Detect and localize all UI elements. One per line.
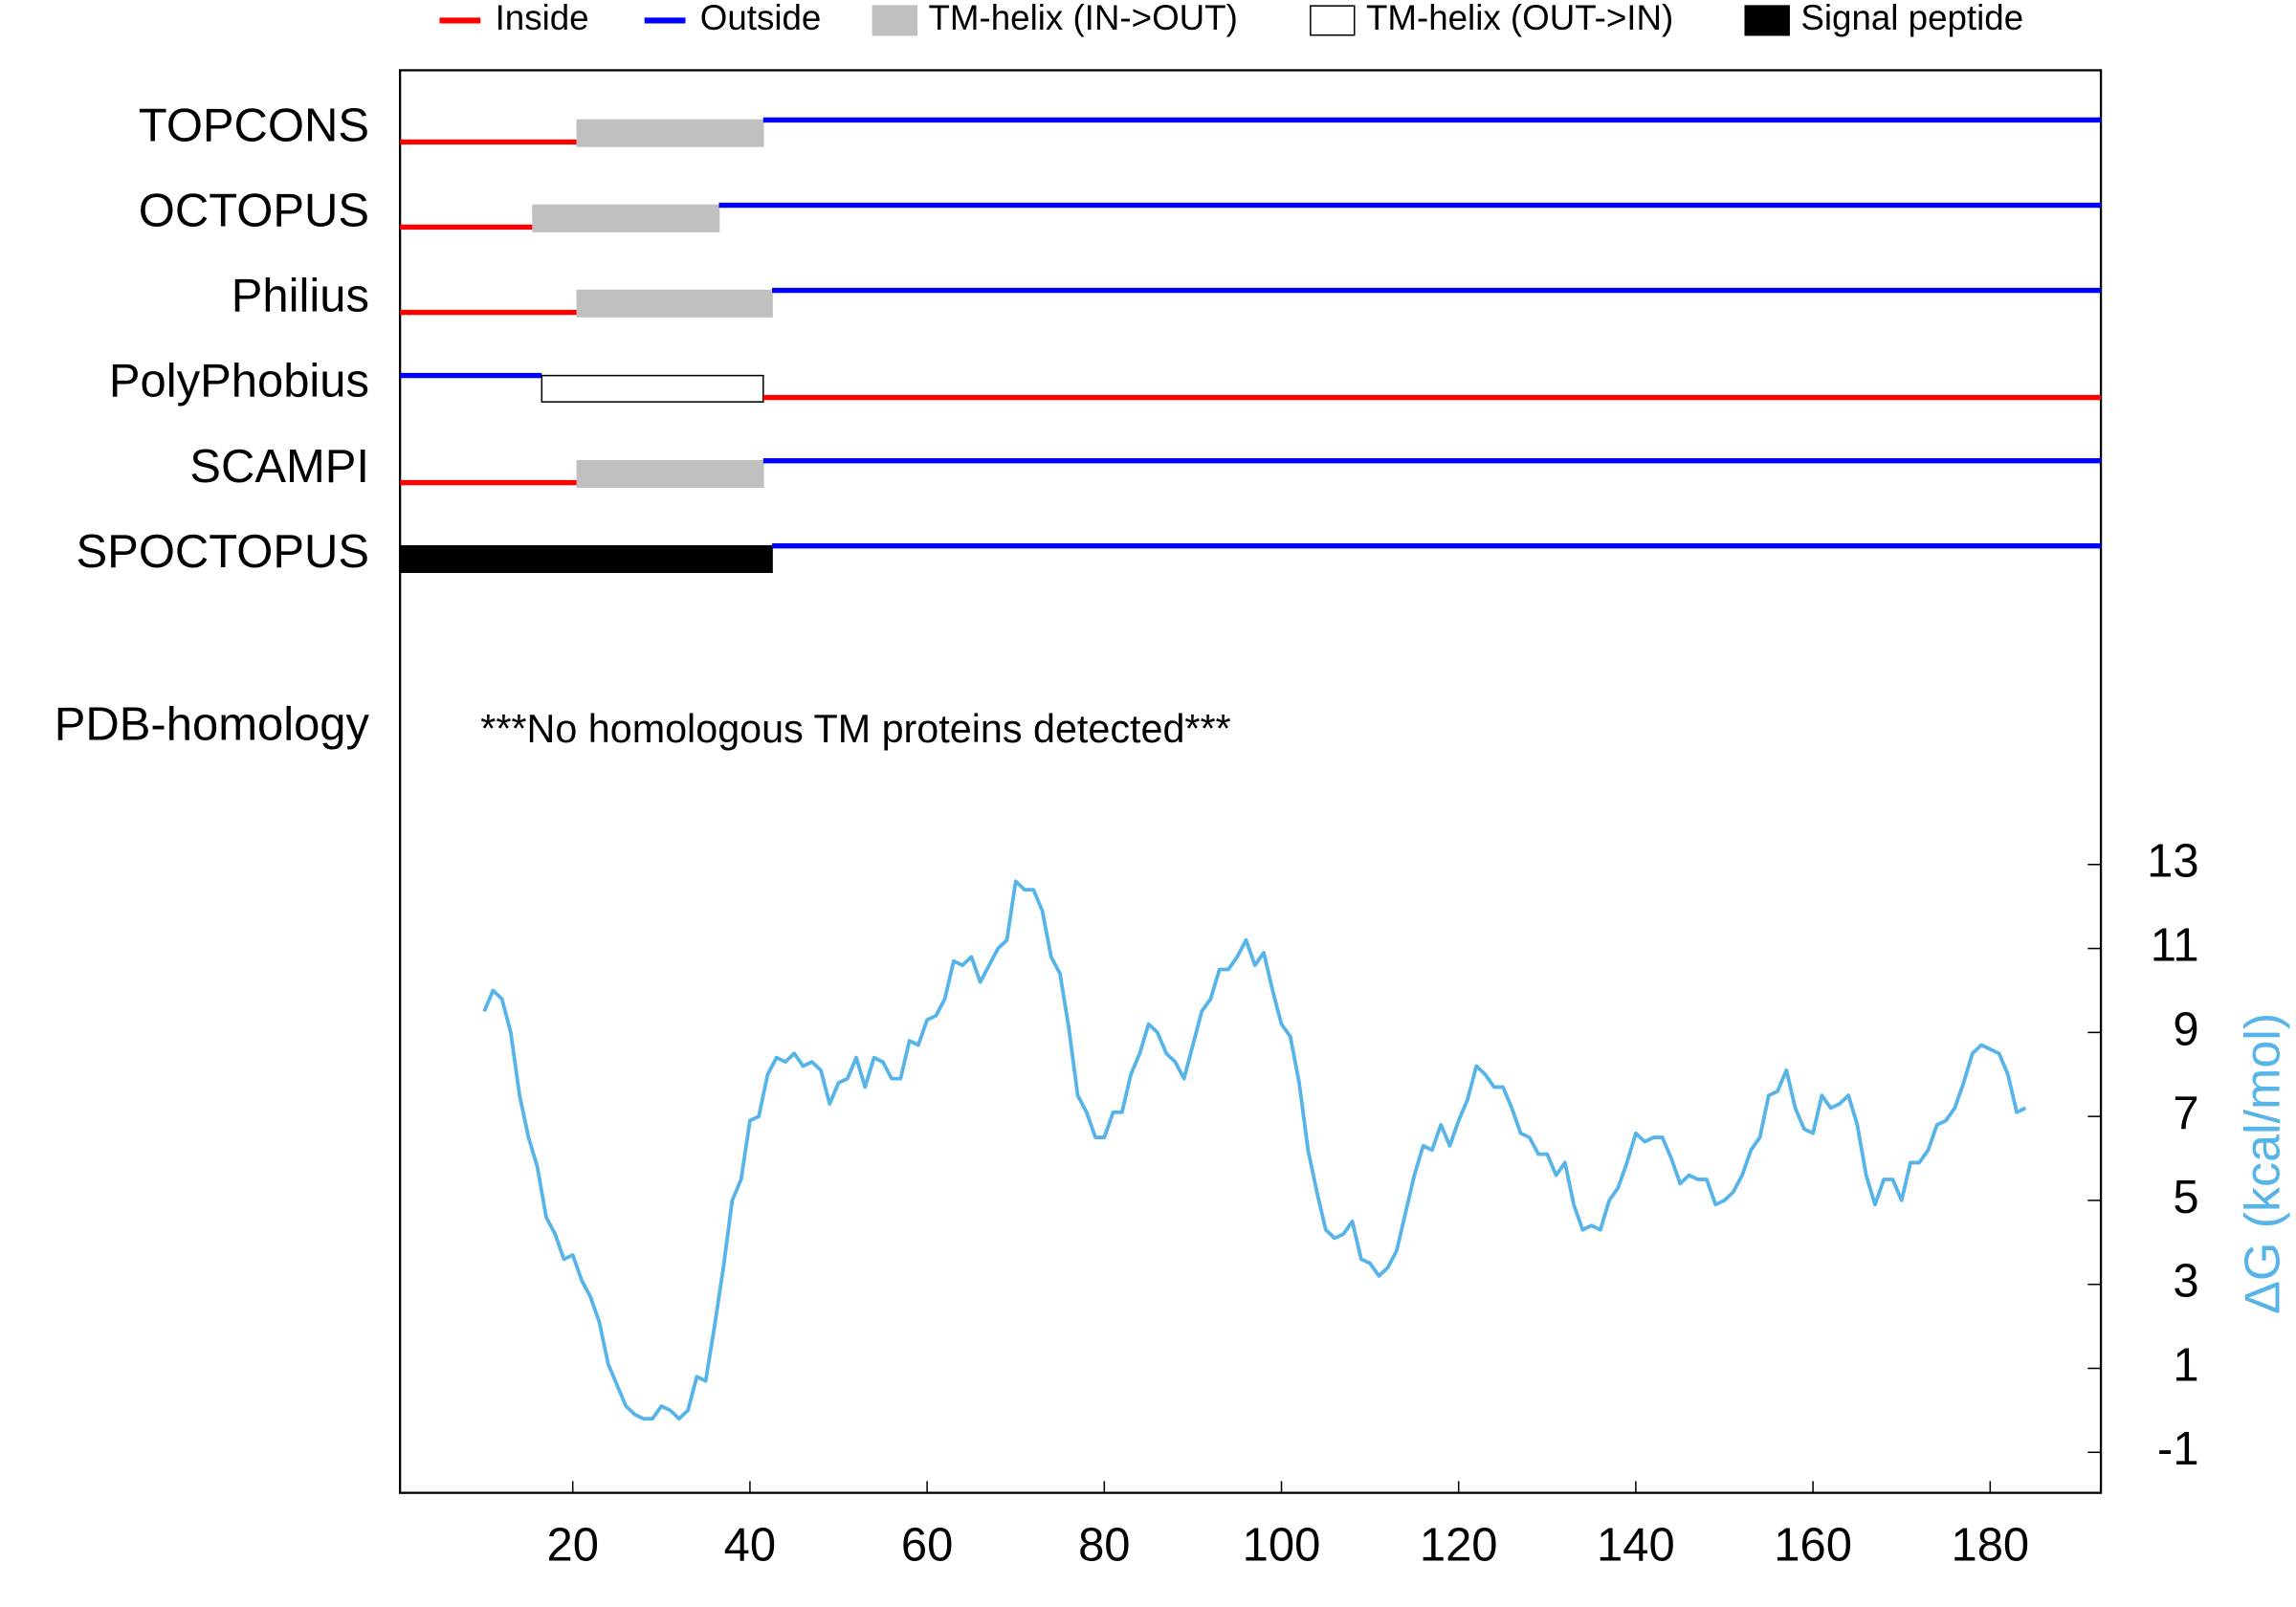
x-tick-label: 20 (546, 1520, 598, 1572)
x-tick-label: 140 (1597, 1520, 1675, 1572)
legend-swatch (872, 5, 918, 36)
tm-out-in-segment (541, 374, 764, 403)
y-tick-label: -1 (2157, 1423, 2199, 1475)
method-label: SCAMPI (189, 441, 369, 493)
tm-in-out-segment (576, 119, 764, 147)
legend-swatch (1310, 5, 1356, 36)
x-tick-label: 180 (1951, 1520, 2029, 1572)
legend-label: TM-helix (IN->OUT) (928, 0, 1237, 37)
homology-label: PDB-homology (55, 698, 370, 750)
y-tick-label: 3 (2173, 1256, 2198, 1308)
x-tick-label: 80 (1078, 1520, 1130, 1572)
method-label: Philius (232, 271, 369, 322)
y-tick-label: 1 (2173, 1339, 2198, 1391)
x-tick-label: 120 (1420, 1520, 1498, 1572)
method-label: OCTOPUS (139, 186, 369, 237)
x-tick-label: 60 (901, 1520, 953, 1572)
signal-segment (399, 544, 773, 574)
y-tick-label: 11 (2151, 920, 2199, 972)
y-tick-label: 9 (2173, 1003, 2198, 1055)
y-tick-label: 13 (2147, 836, 2198, 888)
legend-swatch (1744, 5, 1790, 36)
legend-label: TM-helix (OUT->IN) (1366, 0, 1673, 37)
homology-note: ***No homologous TM proteins detected*** (480, 707, 1230, 751)
legend-label: Outside (700, 0, 822, 37)
delta-g-line (482, 879, 2027, 1421)
method-label: SPOCTOPUS (77, 526, 369, 578)
method-label: TOPCONS (139, 100, 369, 152)
legend-label: Inside (496, 0, 589, 37)
y-tick-label: 7 (2173, 1088, 2198, 1139)
legend-label: Signal peptide (1800, 0, 2023, 37)
tm-in-out-segment (532, 204, 720, 232)
x-tick-label: 100 (1243, 1520, 1321, 1572)
y-axis-title: ΔG (kcal/mol) (2236, 1013, 2291, 1314)
tm-in-out-segment (576, 289, 773, 318)
x-tick-label: 40 (724, 1520, 776, 1572)
tm-in-out-segment (576, 459, 764, 488)
method-label: PolyPhobius (109, 356, 369, 407)
plot-frame (398, 69, 2103, 1494)
y-tick-label: 5 (2173, 1172, 2198, 1223)
x-tick-label: 160 (1774, 1520, 1852, 1572)
